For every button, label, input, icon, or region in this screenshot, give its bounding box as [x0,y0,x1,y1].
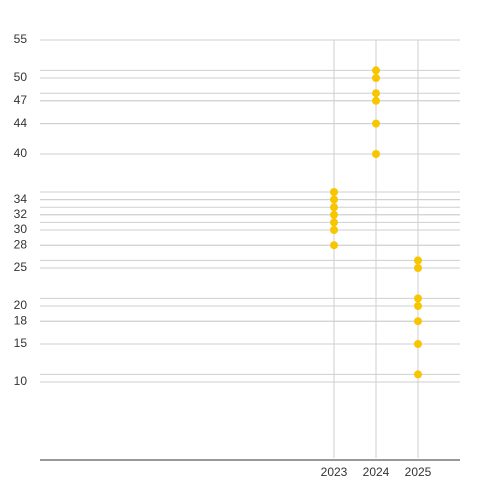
point [330,195,338,204]
y-tick-label: 18 [14,313,28,327]
point [414,370,422,379]
y-tick-label: 40 [14,146,28,160]
x-tick-label: 2025 [405,465,432,479]
point [330,188,338,196]
point [414,256,422,265]
point [414,294,422,303]
y-tick-label: 44 [14,116,28,130]
point [330,226,338,234]
point [372,89,380,98]
y-tick-label: 20 [14,298,28,312]
point [414,302,422,310]
point [330,218,338,227]
x-tick-label: 2024 [363,465,390,479]
point [372,96,380,105]
point [372,119,380,128]
point [372,66,380,75]
y-tick-label: 50 [14,70,28,84]
y-tick-label: 32 [14,207,28,221]
y-tick-label: 30 [14,222,28,236]
y-tick-label: 47 [14,93,28,107]
y-tick-label: 34 [14,192,28,206]
point [372,74,380,82]
point [414,264,422,272]
point [330,241,338,250]
y-tick-label: 25 [14,260,28,274]
y-tick-label: 15 [14,336,28,350]
y-tick-label: 55 [14,32,28,46]
y-tick-label: 10 [14,374,28,388]
point [330,203,338,212]
point [414,317,422,326]
point [330,210,338,219]
point [372,150,380,158]
y-tick-label: 28 [14,237,28,251]
x-tick-label: 2023 [321,465,348,479]
point [414,340,422,348]
